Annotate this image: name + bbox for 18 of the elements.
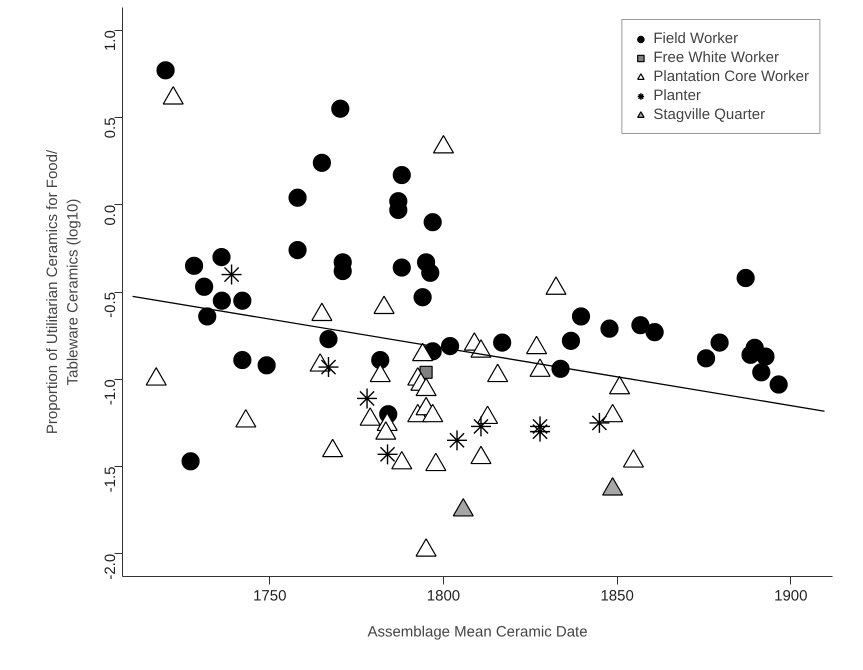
x-tick-label: 1750	[253, 588, 286, 604]
y-tick-label: 0.0	[102, 204, 119, 226]
x-tick-label: 1850	[600, 588, 634, 604]
y-tick-label: 0.5	[102, 117, 119, 138]
legend-label: Stagville Quarter	[653, 106, 766, 123]
legend-label: Field Worker	[653, 30, 738, 47]
legend-label: Planter	[653, 87, 701, 104]
x-tick-label: 1800	[426, 588, 460, 604]
x-tick-label: 1900	[774, 588, 808, 604]
y-tick-label: -1.5	[102, 466, 119, 492]
legend-label: Plantation Core Worker	[653, 68, 809, 85]
y-axis-title: Proportion of Utilitarian Ceramics for Food/ Tableware Ceramics (log10)	[44, 149, 82, 434]
y-tick-label: -2.0	[102, 554, 119, 580]
legend-label: Free White Worker	[653, 49, 779, 66]
y-tick-label: -1.0	[102, 379, 119, 406]
y-tick-label: -0.5	[102, 292, 119, 318]
y-tick-label: 1.0	[102, 30, 119, 52]
x-axis-title: Assemblage Mean Ceramic Date	[367, 624, 588, 640]
